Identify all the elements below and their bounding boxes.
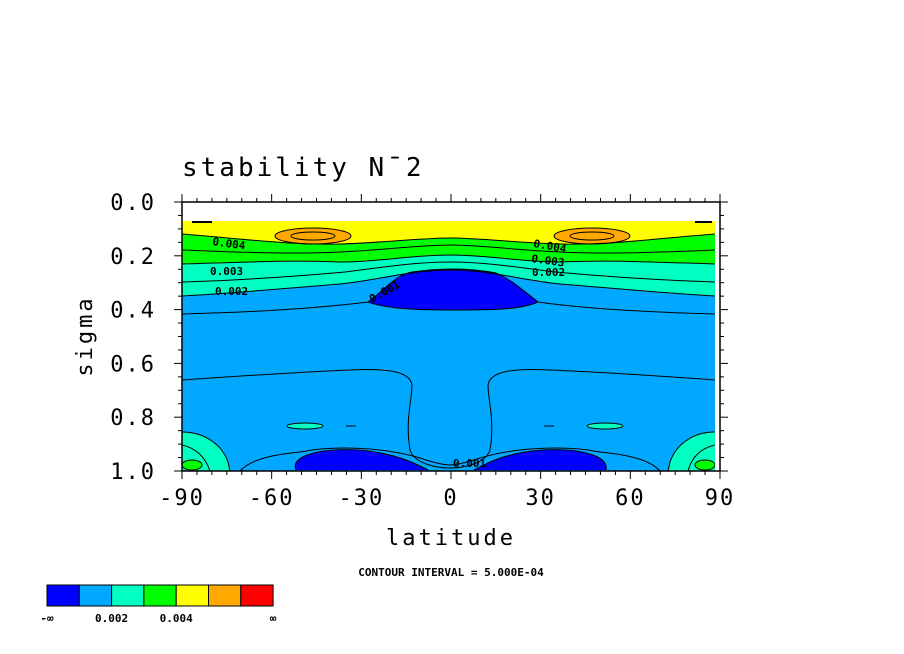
x-tick-label: -90 (159, 486, 205, 511)
contour-line-3 (182, 254, 715, 265)
colorbar: -∞ 0.002 0.004 ∞ (40, 584, 277, 625)
contour-line-17 (586, 422, 624, 430)
colorbar-swatch (240, 584, 274, 607)
y-tick-label: 1.0 (110, 460, 156, 485)
y-axis-label: sigma (73, 295, 98, 376)
contour-line-24 (182, 459, 203, 471)
fill-small-left (287, 423, 323, 429)
contour-line-15 (473, 449, 607, 471)
fill-blob-very-high-left (275, 228, 351, 244)
y-tick-label: 0.2 (110, 245, 156, 270)
contour-line-11 (290, 231, 336, 241)
plot-frame: -90 -60 -30 0 30 60 90 0.0 0.2 0.4 0.6 0.8 1.0 (110, 191, 736, 511)
y-tick-label: 0.4 (110, 299, 156, 324)
contour-line-5 (182, 269, 715, 297)
fill-blob-very-low-lower-left (295, 449, 428, 470)
fill-band-upper-mid (182, 234, 715, 264)
fill-blob-very-low-lower-right (474, 449, 607, 470)
x-tick-label: 0 (443, 486, 458, 511)
colorbar-swatch (111, 584, 145, 607)
fill-corner-left-inner (182, 460, 202, 470)
contour-line-2 (182, 244, 715, 254)
colorbar-swatch (175, 584, 209, 607)
contour-label-left-0003: 0.003 (210, 265, 243, 278)
contour-line-20 (182, 431, 231, 471)
chart-title: stability N¯2 (182, 153, 425, 183)
y-tick-label: 0.6 (110, 352, 156, 377)
contour-line-13 (239, 447, 661, 471)
colorbar-swatch (208, 584, 242, 607)
colorbar-swatch (143, 584, 177, 607)
fill-blob-very-low-upper (368, 269, 538, 310)
contour-fills (182, 221, 715, 471)
contour-line-6 (182, 268, 715, 315)
contour-line-9 (274, 227, 352, 245)
fill-small-right (587, 423, 623, 429)
contour-line-14 (294, 449, 429, 471)
contour-label-right-0004: 0.004 (532, 237, 567, 256)
x-tick-label: -30 (338, 486, 384, 511)
colorbar-label: -∞ (40, 612, 54, 625)
fill-blob-very-high-right (554, 228, 630, 244)
colorbar-swatch (78, 584, 113, 607)
contour-label-left-0002: 0.002 (215, 285, 248, 298)
contour-line-23 (687, 444, 715, 471)
contour-line-12 (569, 231, 615, 241)
x-tick-label: 60 (615, 486, 646, 511)
x-tick-label: -60 (249, 486, 295, 511)
contour-line-21 (667, 431, 715, 471)
contour-line-10 (553, 227, 631, 245)
contour-line-4 (182, 261, 715, 283)
contour-label-left-0004: 0.004 (212, 235, 247, 253)
contour-line-8 (182, 369, 715, 469)
contour-label-right-0002: 0.002 (532, 266, 565, 279)
contour-label-bottom: 0.001 (453, 457, 486, 470)
y-tick-label: 0.0 (110, 191, 156, 216)
colorbar-swatch (46, 584, 80, 607)
colorbar-label: 0.004 (160, 612, 193, 625)
contour-line-16 (286, 422, 324, 430)
colorbar-label: 0.002 (95, 612, 128, 625)
colorbar-label: ∞ (270, 612, 277, 625)
contour-line-7 (367, 301, 539, 311)
contour-label-right-0003: 0.003 (531, 252, 566, 269)
contour-interval-note: CONTOUR INTERVAL = 5.000E-04 (358, 566, 544, 579)
y-tick-label: 0.8 (110, 406, 156, 431)
x-tick-label: 30 (525, 486, 556, 511)
contour-line-22 (182, 444, 211, 471)
contour-line-25 (694, 459, 715, 471)
x-axis-label: latitude (386, 526, 516, 551)
fill-corner-right-inner (695, 460, 715, 470)
x-tick-label: 90 (705, 486, 736, 511)
